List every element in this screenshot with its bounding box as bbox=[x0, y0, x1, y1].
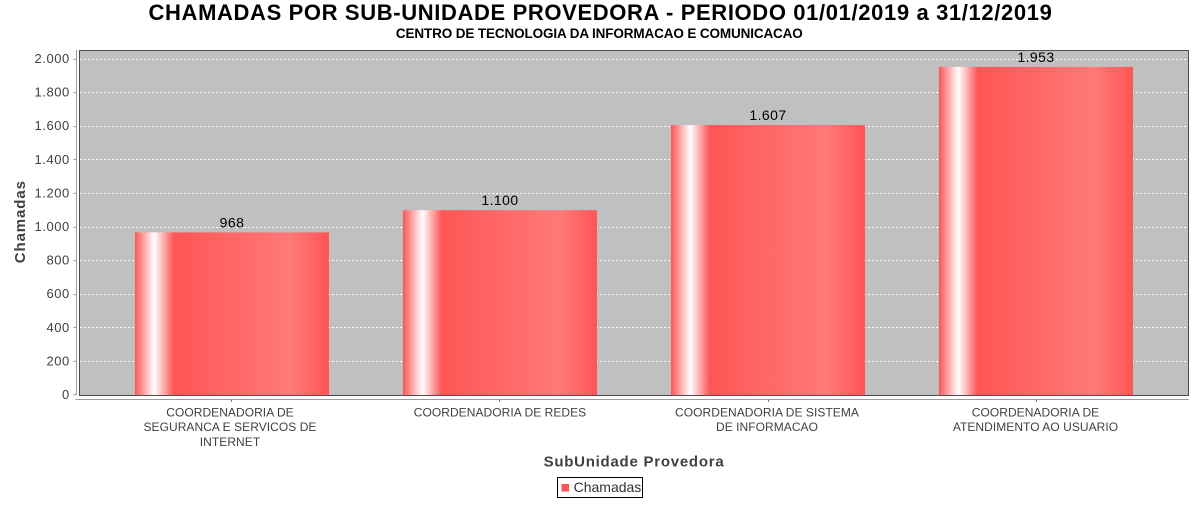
svg-text:1.200: 1.200 bbox=[35, 185, 70, 200]
svg-text:600: 600 bbox=[46, 286, 69, 301]
svg-text:400: 400 bbox=[46, 320, 69, 335]
svg-text:0: 0 bbox=[62, 387, 70, 402]
svg-text:2.000: 2.000 bbox=[35, 51, 70, 66]
svg-text:800: 800 bbox=[46, 253, 69, 268]
svg-text:1.953: 1.953 bbox=[1017, 49, 1054, 65]
svg-text:COORDENADORIA DE SISTEMA: COORDENADORIA DE SISTEMA bbox=[675, 405, 859, 419]
svg-text:200: 200 bbox=[46, 353, 69, 368]
svg-text:SEGURANCA E SERVICOS DE: SEGURANCA E SERVICOS DE bbox=[144, 420, 317, 434]
svg-text:CENTRO DE TECNOLOGIA DA INFORM: CENTRO DE TECNOLOGIA DA INFORMACAO E COM… bbox=[396, 26, 803, 41]
svg-text:DE INFORMACAO: DE INFORMACAO bbox=[716, 420, 818, 434]
svg-text:1.600: 1.600 bbox=[35, 118, 70, 133]
svg-text:Chamadas: Chamadas bbox=[12, 180, 29, 263]
svg-text:1.607: 1.607 bbox=[749, 107, 786, 123]
svg-text:COORDENADORIA DE REDES: COORDENADORIA DE REDES bbox=[414, 405, 586, 419]
svg-text:INTERNET: INTERNET bbox=[200, 435, 261, 449]
svg-text:CHAMADAS POR SUB-UNIDADE PROVE: CHAMADAS POR SUB-UNIDADE PROVEDORA - PER… bbox=[149, 0, 1053, 25]
svg-text:1.100: 1.100 bbox=[481, 192, 518, 208]
svg-text:SubUnidade Provedora: SubUnidade Provedora bbox=[544, 454, 725, 471]
svg-text:ATENDIMENTO AO USUARIO: ATENDIMENTO AO USUARIO bbox=[953, 420, 1118, 434]
svg-text:968: 968 bbox=[220, 214, 245, 230]
svg-text:COORDENADORIA DE: COORDENADORIA DE bbox=[972, 405, 1100, 419]
svg-text:1.800: 1.800 bbox=[35, 85, 70, 100]
svg-text:Chamadas: Chamadas bbox=[574, 479, 642, 495]
svg-text:1.000: 1.000 bbox=[35, 219, 70, 234]
svg-text:COORDENADORIA DE: COORDENADORIA DE bbox=[166, 405, 294, 419]
svg-text:1.400: 1.400 bbox=[35, 152, 70, 167]
